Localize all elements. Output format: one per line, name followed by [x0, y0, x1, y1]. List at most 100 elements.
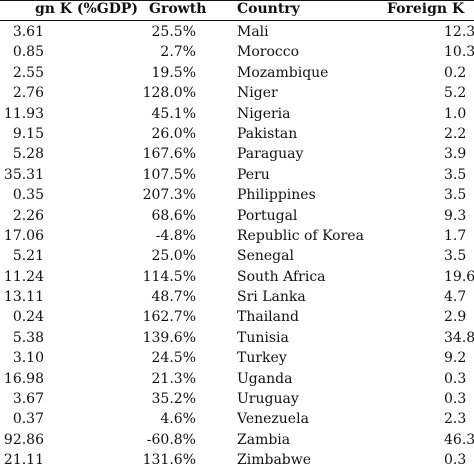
cell-growth: 131.6% [142, 452, 196, 469]
cell-foreign-k-left: 0.24 [12, 309, 44, 326]
table-row: 16.98 21.3% Uganda 0.3 [0, 369, 474, 389]
cell-foreign-k-right: 2.3 [444, 411, 467, 428]
cell-foreign-k-right: 1.0 [444, 105, 467, 122]
cell-foreign-k-right: 0.3 [444, 391, 467, 408]
cell-foreign-k-left: 2.26 [12, 207, 44, 224]
cell-foreign-k-right: 2.2 [444, 125, 467, 142]
cell-foreign-k-left: 5.38 [12, 329, 44, 346]
cell-foreign-k-left: 17.06 [3, 227, 44, 244]
table-row: 3.61 25.5% Mali 12.3 [0, 22, 474, 42]
cell-country: Peru [237, 166, 270, 183]
cell-foreign-k-left: 3.67 [12, 391, 44, 408]
cell-foreign-k-right: 3.9 [444, 146, 467, 163]
cell-growth: 207.3% [142, 187, 196, 204]
table-row: 35.31 107.5% Peru 3.5 [0, 165, 474, 185]
cell-growth: 21.3% [151, 370, 196, 387]
table-row: 9.15 26.0% Pakistan 2.2 [0, 124, 474, 144]
cell-foreign-k-right: 3.5 [444, 248, 467, 265]
table-row: 13.11 48.7% Sri Lanka 4.7 [0, 287, 474, 307]
table-row: 0.85 2.7% Morocco 10.3 [0, 42, 474, 62]
cell-growth: -60.8% [146, 431, 196, 448]
cell-growth: 139.6% [142, 329, 196, 346]
table-row: 17.06 -4.8% Republic of Korea 1.7 [0, 226, 474, 246]
header-foreign-k-left: gn K (%GDP) [34, 1, 138, 17]
cell-country: Zimbabwe [237, 452, 312, 469]
cell-foreign-k-right: 5.2 [444, 85, 467, 102]
cell-foreign-k-left: 16.98 [3, 370, 44, 387]
cell-foreign-k-right: 12.3 [444, 24, 474, 40]
cell-foreign-k-right: 4.7 [444, 289, 467, 306]
cell-country: Pakistan [237, 125, 298, 142]
cell-growth: 48.7% [151, 289, 196, 306]
cell-country: Mali [237, 24, 269, 40]
cell-foreign-k-right: 34.8 [444, 329, 474, 346]
cell-growth: 128.0% [142, 85, 196, 102]
cell-foreign-k-right: 10.3 [444, 44, 474, 61]
cell-foreign-k-right: 19.6 [444, 268, 474, 285]
table-row: 5.21 25.0% Senegal 3.5 [0, 246, 474, 266]
table-row: 3.10 24.5% Turkey 9.2 [0, 348, 474, 368]
cell-foreign-k-left: 2.55 [12, 64, 44, 81]
cell-foreign-k-left: 0.37 [12, 411, 44, 428]
cell-foreign-k-right: 1.7 [444, 227, 467, 244]
cell-foreign-k-left: 35.31 [3, 166, 44, 183]
table-row: 21.11 131.6% Zimbabwe 0.3 [0, 450, 474, 470]
cell-foreign-k-left: 9.15 [12, 125, 44, 142]
cell-foreign-k-right: 2.9 [444, 309, 467, 326]
cell-growth: 114.5% [142, 268, 196, 285]
cell-country: Senegal [237, 248, 294, 265]
cell-country: Nigeria [237, 105, 291, 122]
cell-country: Tunisia [237, 329, 289, 346]
cell-country: Niger [237, 85, 278, 102]
cell-growth: 107.5% [142, 166, 196, 183]
cell-country: Uruguay [237, 391, 299, 408]
table-row: 0.24 162.7% Thailand 2.9 [0, 307, 474, 327]
cell-foreign-k-right: 0.2 [444, 64, 467, 81]
cell-growth: 25.5% [151, 24, 196, 40]
cell-foreign-k-right: 3.5 [444, 187, 467, 204]
cell-growth: 68.6% [151, 207, 196, 224]
cell-country: Thailand [237, 309, 299, 326]
cell-foreign-k-right: 0.3 [444, 370, 467, 387]
cell-growth: 4.6% [160, 411, 196, 428]
cell-country: Mozambique [237, 64, 329, 81]
cell-foreign-k-left: 3.61 [12, 24, 44, 40]
top-rule [0, 0, 474, 1]
cell-growth: 45.1% [151, 105, 196, 122]
cell-country: South Africa [237, 268, 326, 285]
cell-foreign-k-left: 2.76 [12, 85, 44, 102]
cell-foreign-k-left: 5.21 [12, 248, 44, 265]
cell-foreign-k-right: 3.5 [444, 166, 467, 183]
cell-foreign-k-left: 11.24 [3, 268, 44, 285]
table-row: 11.93 45.1% Nigeria 1.0 [0, 104, 474, 124]
cell-growth: 25.0% [151, 248, 196, 265]
cell-country: Republic of Korea [237, 227, 364, 244]
table-row: 2.26 68.6% Portugal 9.3 [0, 206, 474, 226]
cell-growth: 167.6% [142, 146, 196, 163]
cell-foreign-k-right: 9.3 [444, 207, 467, 224]
cell-country: Venezuela [237, 411, 309, 428]
cell-foreign-k-right: 46.3 [444, 431, 474, 448]
cell-growth: 35.2% [151, 391, 196, 408]
cell-foreign-k-left: 0.85 [12, 44, 44, 61]
header-foreign-k-right: Foreign K [387, 1, 465, 17]
cell-country: Morocco [237, 44, 299, 61]
header-country: Country [237, 1, 300, 17]
cell-growth: -4.8% [155, 227, 196, 244]
cell-growth: 2.7% [160, 44, 196, 61]
cell-foreign-k-left: 3.10 [12, 350, 44, 367]
table-row: 2.55 19.5% Mozambique 0.2 [0, 63, 474, 83]
table-row: 0.35 207.3% Philippines 3.5 [0, 185, 474, 205]
table-row: 5.28 167.6% Paraguay 3.9 [0, 144, 474, 164]
cell-foreign-k-left: 11.93 [3, 105, 44, 122]
table-row: 5.38 139.6% Tunisia 34.8 [0, 328, 474, 348]
cell-growth: 19.5% [151, 64, 196, 81]
cell-growth: 24.5% [151, 350, 196, 367]
cell-foreign-k-right: 9.2 [444, 350, 467, 367]
header-rule [0, 20, 474, 21]
cell-foreign-k-left: 13.11 [3, 289, 44, 306]
cell-growth: 162.7% [142, 309, 196, 326]
cell-foreign-k-left: 5.28 [12, 146, 44, 163]
cell-country: Turkey [237, 350, 287, 367]
